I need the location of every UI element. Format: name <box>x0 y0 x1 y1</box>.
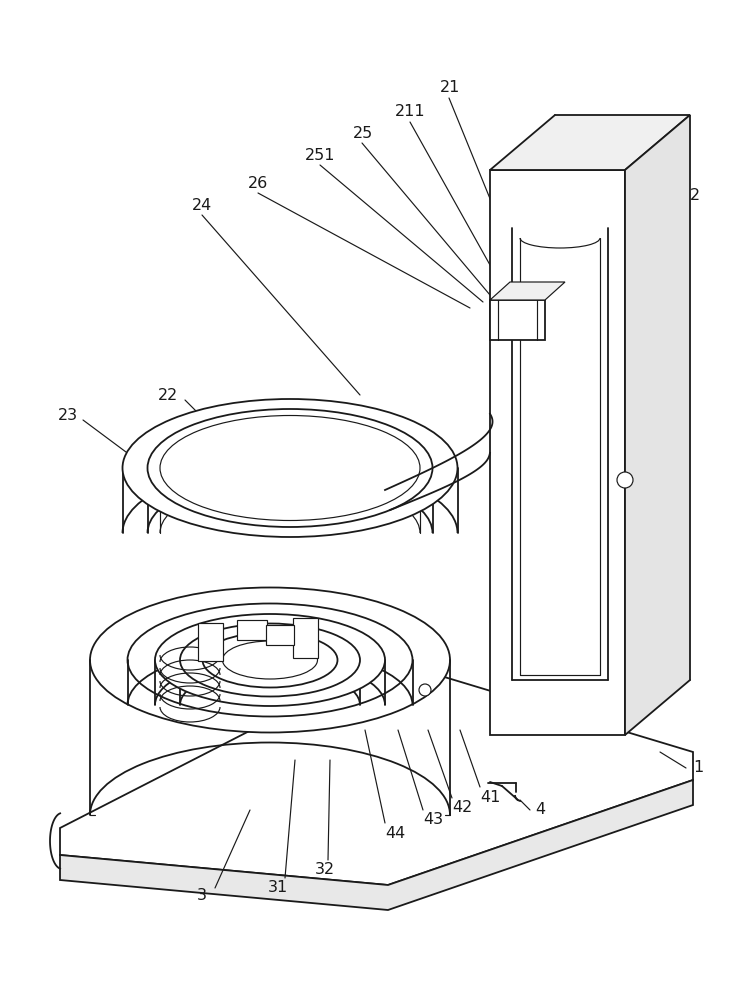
Bar <box>198 623 223 661</box>
Ellipse shape <box>223 641 318 679</box>
Text: 43: 43 <box>423 812 443 828</box>
Ellipse shape <box>128 603 412 716</box>
Polygon shape <box>60 660 693 885</box>
Ellipse shape <box>202 633 337 688</box>
Text: 1: 1 <box>693 760 703 776</box>
Text: 24: 24 <box>192 198 212 213</box>
Polygon shape <box>490 300 545 340</box>
Ellipse shape <box>160 416 420 520</box>
Bar <box>266 625 294 645</box>
Text: 3: 3 <box>197 888 207 902</box>
Text: 28: 28 <box>630 480 650 494</box>
Text: 25: 25 <box>353 125 373 140</box>
Text: 32: 32 <box>315 862 335 878</box>
Ellipse shape <box>90 587 450 732</box>
Text: 211: 211 <box>395 104 425 119</box>
Ellipse shape <box>155 614 385 706</box>
Text: 26: 26 <box>248 176 268 190</box>
Text: 31: 31 <box>268 880 288 896</box>
Text: 27: 27 <box>630 448 650 462</box>
Text: 21: 21 <box>440 81 461 96</box>
Text: 41: 41 <box>480 790 500 804</box>
Polygon shape <box>490 282 565 300</box>
Text: 251: 251 <box>305 147 335 162</box>
Ellipse shape <box>180 624 360 696</box>
Text: 23: 23 <box>58 408 78 422</box>
Text: 2: 2 <box>690 188 700 202</box>
Text: 42: 42 <box>452 800 472 816</box>
Polygon shape <box>60 780 693 910</box>
Ellipse shape <box>147 409 433 527</box>
Text: 4: 4 <box>535 802 545 818</box>
Bar <box>237 620 267 640</box>
Text: 22: 22 <box>158 387 178 402</box>
Polygon shape <box>490 170 625 735</box>
Bar <box>292 618 318 658</box>
Text: 44: 44 <box>385 826 405 840</box>
Polygon shape <box>625 115 690 735</box>
Circle shape <box>617 472 633 488</box>
Polygon shape <box>490 115 690 170</box>
Circle shape <box>419 684 431 696</box>
Ellipse shape <box>122 399 458 537</box>
